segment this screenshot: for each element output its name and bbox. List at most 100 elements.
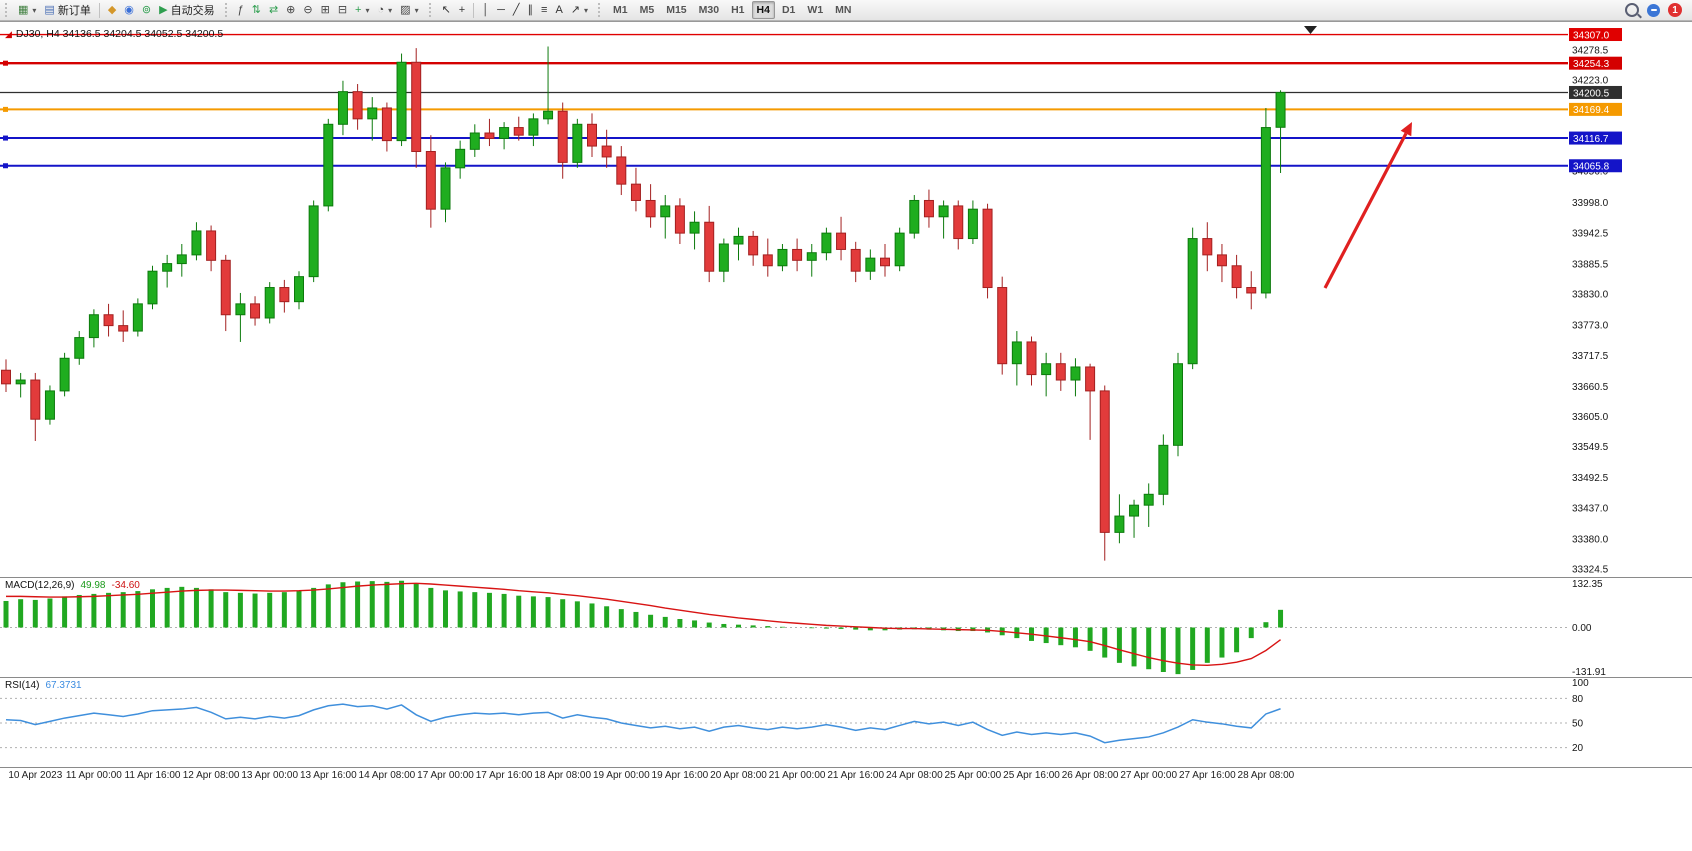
chart-area[interactable]: 34278.534223.034167.534111.534056.033998… [0, 21, 1692, 577]
timeframe-w1-button[interactable]: W1 [807, 4, 824, 16]
vps-button[interactable]: ⊚ [138, 0, 155, 21]
timeframe-m1-button[interactable]: M1 [613, 4, 628, 16]
channel-button[interactable]: ∥ [524, 0, 538, 21]
dropdown-caret-icon: ▾ [365, 5, 370, 15]
cursor-button[interactable]: ↖ [438, 0, 455, 21]
candle [1260, 107, 1271, 299]
price-chart-canvas[interactable]: 34278.534223.034167.534111.534056.033998… [0, 22, 1692, 577]
price-tag: 34307.0 [1569, 28, 1622, 41]
candle [997, 276, 1008, 375]
toolbar-group-charts: ƒ ⇅ ⇄ ⊕ ⊖ ⊞ ⊟ + ▾ ◔ ▾ ▨ ▾ [222, 0, 426, 20]
signals-button[interactable]: ◉ [120, 0, 138, 21]
autotrade-button[interactable]: ▶ 自动交易 [155, 0, 218, 21]
price-tag: 34116.7 [1569, 131, 1622, 145]
trendline-button[interactable]: ╱ [509, 0, 524, 21]
candle [44, 385, 55, 425]
candle [836, 216, 847, 261]
community-chat-icon[interactable] [1647, 3, 1660, 17]
market-button[interactable]: ◆ [104, 0, 120, 21]
tile-windows-icon: ⊞ [320, 3, 330, 16]
vertical-line-icon: │ [482, 3, 490, 16]
candle [1246, 271, 1257, 310]
crosshair-icon: + [458, 3, 466, 16]
macd-panel[interactable]: 132.35 0.00 -131.91 MACD(12,26,9) 49.98 -3… [0, 577, 1692, 677]
text-button[interactable]: A [551, 0, 566, 21]
time-axis-label: 25 Apr 16:00 [1003, 770, 1060, 781]
candle [455, 140, 466, 179]
cascade-windows-button[interactable]: ⊟ [334, 0, 351, 21]
candle [1055, 352, 1066, 391]
candle [1231, 254, 1242, 299]
candle [294, 271, 304, 310]
price-axis-label: 34223.0 [1572, 76, 1609, 87]
chart-shift-marker[interactable] [1304, 26, 1317, 34]
zoom-out-button[interactable]: ⊖ [299, 0, 316, 21]
chart-shift-icon: ⇅ [251, 3, 261, 16]
new-chart-button[interactable]: ▦ ▾ [14, 0, 40, 21]
rsi-canvas[interactable]: 100 80 50 20 [0, 678, 1692, 767]
time-axis-label: 26 Apr 08:00 [1061, 770, 1119, 781]
time-axis-label: 27 Apr 16:00 [1178, 770, 1236, 781]
candle [440, 162, 451, 223]
timeframe-m15-button[interactable]: M15 [666, 4, 687, 16]
timeframe-m5-button[interactable]: M5 [639, 4, 655, 16]
candle [674, 198, 685, 244]
macd-canvas[interactable]: 132.35 0.00 -131.91 [0, 578, 1692, 677]
price-axis-label: 33998.0 [1572, 198, 1609, 209]
price-axis-label: 33492.5 [1572, 473, 1609, 484]
toolbar-grip[interactable] [428, 3, 434, 17]
rsi-panel[interactable]: 100 80 50 20 RSI(14) 67.3731 [0, 677, 1692, 767]
candle [660, 195, 671, 239]
template-button[interactable]: ▨ ▾ [396, 0, 422, 21]
candle [733, 227, 744, 261]
line-handle[interactable] [3, 163, 8, 169]
toolbar-grip[interactable] [598, 3, 603, 17]
search-icon[interactable] [1625, 3, 1639, 17]
chart-shift-button[interactable]: ⇅ [248, 0, 265, 21]
toolbar-grip[interactable] [5, 3, 10, 17]
line-handle[interactable] [3, 135, 8, 141]
time-axis-label: 17 Apr 16:00 [475, 770, 533, 781]
candle [821, 227, 832, 261]
candle [499, 122, 510, 150]
trend-arrow-annotation[interactable] [1323, 122, 1412, 289]
candle [1129, 499, 1140, 538]
zoom-in-button[interactable]: ⊕ [282, 0, 299, 21]
toolbar-grip[interactable] [224, 3, 230, 17]
line-handle[interactable] [3, 60, 8, 66]
period-clock-button[interactable]: ◔ ▾ [373, 0, 396, 21]
autoscroll-button[interactable]: ⇄ [265, 0, 282, 21]
bottom-filler [0, 785, 1692, 851]
candle [587, 113, 597, 157]
candle [469, 124, 480, 157]
rsi-axis-label: 100 [1572, 678, 1589, 689]
crosshair-button[interactable]: + [455, 0, 469, 21]
fibonacci-button[interactable]: ≡ [537, 0, 551, 21]
autoscroll-icon: ⇄ [268, 3, 279, 16]
new-order-button[interactable]: ▤ 新订单 [40, 0, 94, 21]
time-axis-label: 19 Apr 00:00 [592, 770, 650, 781]
price-axis-label: 33437.0 [1572, 503, 1609, 514]
tile-windows-button[interactable]: ⊞ [317, 0, 334, 21]
candle [191, 222, 202, 261]
arrows-button[interactable]: ↗ ▾ [567, 0, 592, 21]
candle [103, 303, 114, 337]
timeframe-h1-button[interactable]: H1 [731, 4, 745, 16]
trendline-icon: ╱ [512, 3, 520, 16]
horizontal-line-button[interactable]: ─ [493, 0, 509, 21]
vertical-line-button[interactable]: │ [478, 0, 493, 21]
new-chart-dropdown-button[interactable]: + ▾ [351, 0, 373, 21]
candle [806, 244, 817, 277]
timeframe-mn-button[interactable]: MN [835, 4, 852, 16]
svg-text:34307.0: 34307.0 [1573, 30, 1610, 41]
chart-title: ◢ DJ30, H4 34136.5 34204.5 34052.5 34200… [5, 28, 223, 40]
timeframe-h4-button[interactable]: H4 [751, 1, 775, 19]
candle [352, 84, 363, 130]
timeframe-m30-button[interactable]: M30 [698, 4, 720, 16]
timeframe-d1-button[interactable]: D1 [781, 4, 796, 16]
notification-badge[interactable]: 1 [1668, 3, 1682, 17]
channel-icon: ∥ [527, 3, 534, 16]
indicators-button[interactable]: ƒ [234, 0, 248, 21]
time-axis-label: 11 Apr 00:00 [65, 770, 122, 781]
line-handle[interactable] [3, 106, 8, 112]
